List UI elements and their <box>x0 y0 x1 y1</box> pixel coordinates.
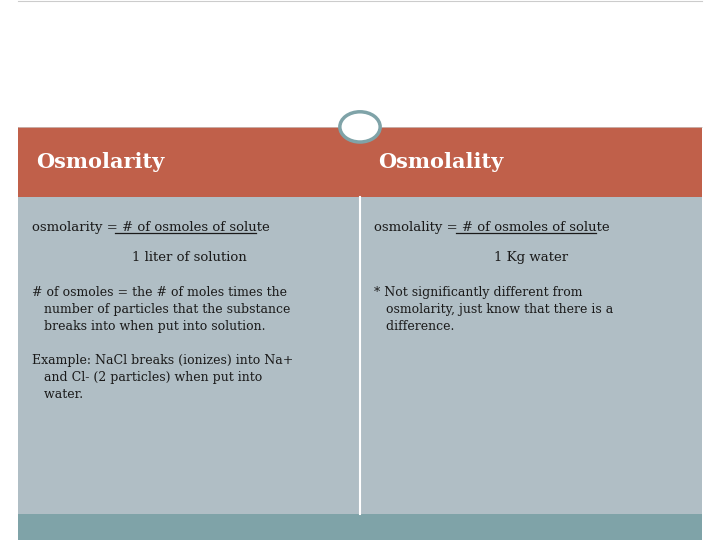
Bar <box>18 0 702 127</box>
Text: Osmolarity: Osmolarity <box>36 152 164 172</box>
Text: 1 liter of solution: 1 liter of solution <box>132 251 246 264</box>
Text: # of osmoles = the # of moles times the
   number of particles that the substanc: # of osmoles = the # of moles times the … <box>32 286 294 401</box>
Text: osmolarity = # of osmoles of solute: osmolarity = # of osmoles of solute <box>32 221 270 234</box>
Bar <box>18 197 702 514</box>
Bar <box>18 127 702 197</box>
Circle shape <box>340 112 380 142</box>
Text: * Not significantly different from
   osmolarity, just know that there is a
   d: * Not significantly different from osmol… <box>374 286 613 333</box>
Text: osmolality = # of osmoles of solute: osmolality = # of osmoles of solute <box>374 221 610 234</box>
Text: 1 Kg water: 1 Kg water <box>494 251 568 264</box>
Bar <box>18 514 702 540</box>
Text: Osmolality: Osmolality <box>378 152 503 172</box>
